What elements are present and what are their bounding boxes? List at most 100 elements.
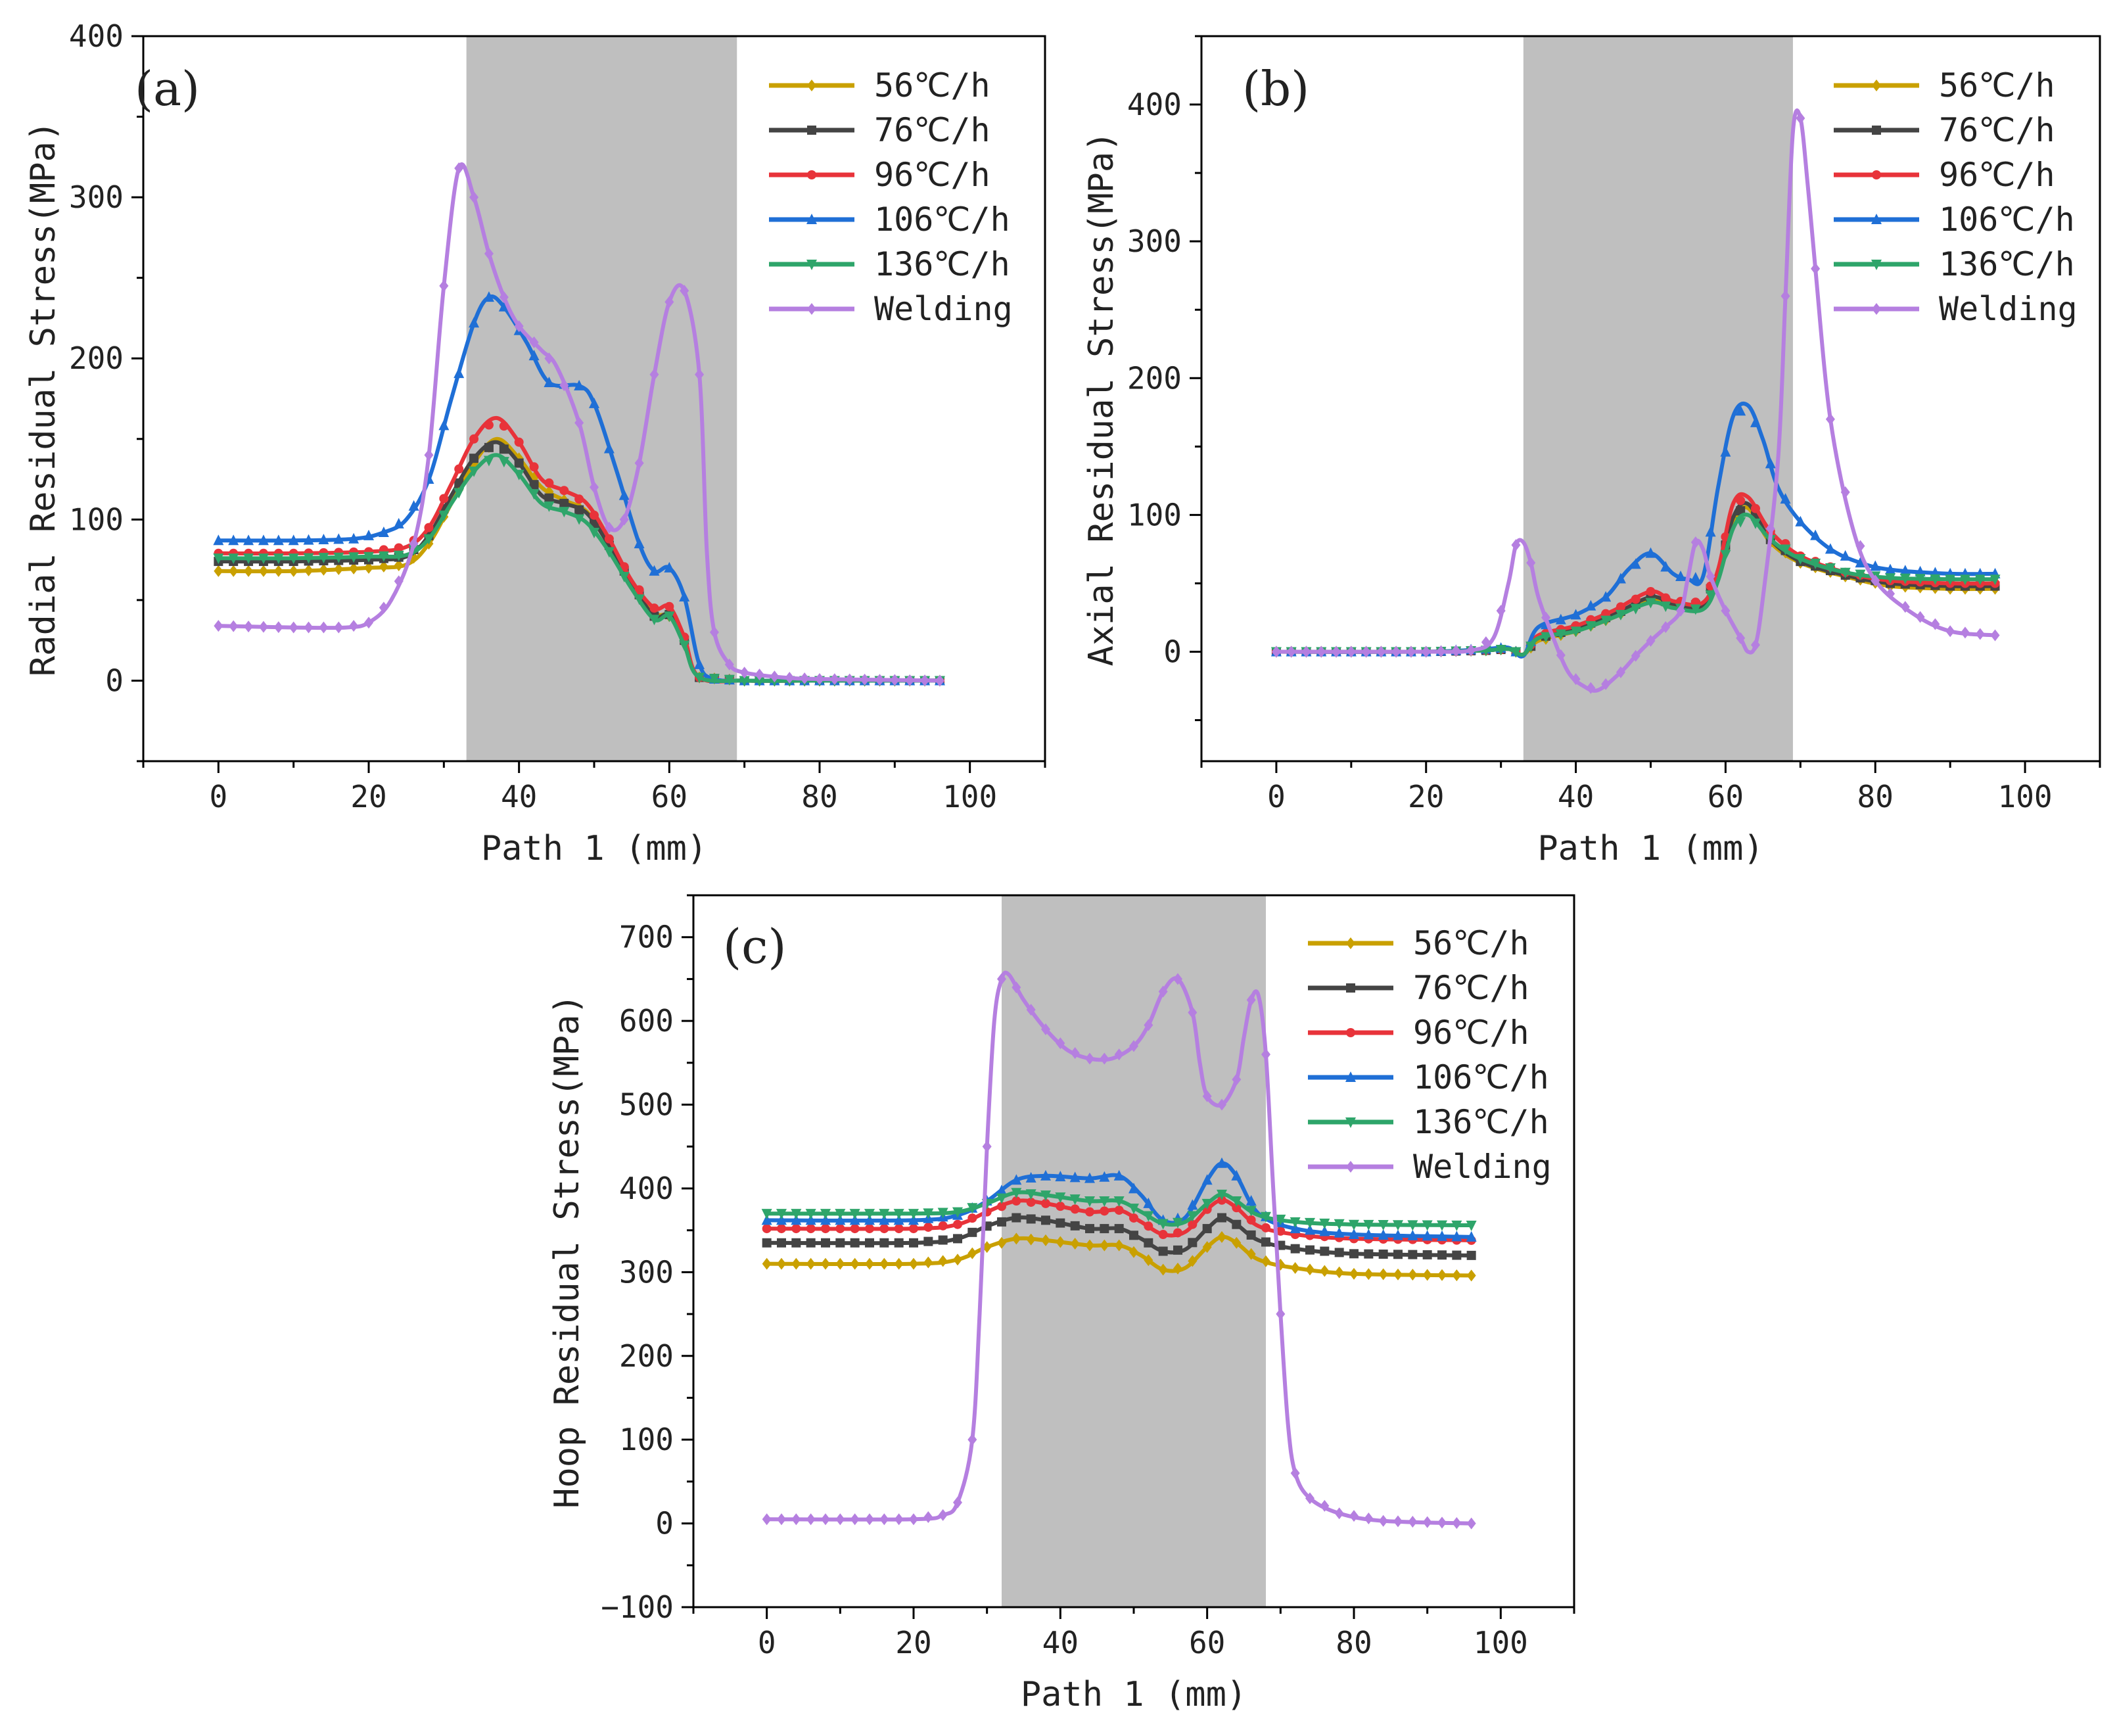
legend-label: Welding: [1413, 1148, 1552, 1186]
data-point: [879, 1214, 890, 1225]
data-point: [1012, 981, 1021, 994]
series-markers: [762, 1213, 1476, 1260]
legend-label: 76℃/h: [1939, 111, 2055, 149]
data-point: [865, 1257, 874, 1270]
data-point: [894, 1224, 904, 1234]
data-point: [1246, 1230, 1256, 1240]
data-point: [1408, 1250, 1418, 1259]
data-point: [997, 1217, 1006, 1227]
data-point: [879, 1209, 890, 1220]
data-point: [1960, 626, 1970, 639]
data-point: [1158, 1246, 1168, 1256]
data-point: [1025, 1172, 1036, 1183]
data-point: [1129, 1231, 1138, 1240]
data-point: [664, 561, 675, 573]
data-point: [258, 565, 268, 577]
legend-label: 136℃/h: [1939, 245, 2075, 283]
data-point: [243, 534, 254, 546]
x-tick-label: 40: [501, 779, 537, 814]
data-point: [1144, 1221, 1153, 1231]
y-tick-label: 300: [1127, 223, 1182, 259]
data-point: [821, 1224, 830, 1234]
data-point: [1706, 571, 1715, 583]
data-point: [894, 1257, 904, 1270]
data-point: [1100, 1206, 1109, 1216]
data-point: [664, 601, 674, 611]
data-point: [938, 1255, 948, 1267]
data-point: [1421, 645, 1431, 658]
series-markers: [1271, 112, 2000, 694]
data-point: [1407, 1229, 1418, 1240]
data-point: [894, 1238, 904, 1248]
data-point: [1586, 682, 1596, 694]
legend-swatch-marker: [1346, 983, 1355, 993]
data-point: [439, 279, 449, 292]
data-point: [1541, 611, 1551, 624]
series-markers: [213, 456, 945, 687]
data-point: [1378, 1229, 1389, 1240]
data-point: [923, 1256, 933, 1269]
data-point: [997, 1236, 1006, 1249]
data-point: [1571, 673, 1581, 686]
data-point: [1615, 609, 1626, 621]
data-point: [1202, 1090, 1212, 1102]
y-tick-label: 500: [619, 1087, 674, 1123]
legend-item: 56℃/h: [1308, 924, 1529, 962]
x-tick-label: 80: [1857, 779, 1894, 814]
data-point: [1217, 1157, 1227, 1168]
data-point: [484, 420, 494, 430]
data-point: [967, 1213, 977, 1223]
legend-swatch-marker: [1345, 1071, 1356, 1082]
data-point: [1113, 1169, 1125, 1181]
x-tick-label: 60: [651, 779, 687, 814]
x-tick-label: 80: [801, 779, 837, 814]
data-point: [935, 674, 944, 687]
data-point: [409, 538, 419, 550]
legend-label: 136℃/h: [874, 245, 1010, 283]
data-point: [820, 1209, 831, 1220]
data-point: [875, 674, 885, 686]
data-point: [439, 494, 449, 504]
data-point: [1466, 1231, 1477, 1242]
data-point: [1290, 1244, 1300, 1254]
data-point: [528, 489, 540, 500]
data-point: [378, 526, 389, 537]
data-point: [454, 488, 465, 499]
data-point: [1541, 632, 1552, 643]
data-point: [1795, 515, 1806, 527]
data-point: [1025, 1189, 1036, 1200]
data-point: [604, 521, 614, 534]
data-point: [1129, 1213, 1138, 1223]
data-point: [1871, 575, 1880, 587]
data-point: [498, 300, 509, 312]
data-point: [1144, 1254, 1153, 1267]
legend-item: 106℃/h: [1308, 1058, 1549, 1096]
data-point: [469, 317, 480, 328]
data-point: [664, 296, 674, 308]
data-point: [1378, 1249, 1388, 1259]
data-point: [815, 672, 824, 685]
data-point: [574, 494, 584, 504]
data-point: [724, 674, 735, 686]
plot-area-2: [761, 970, 1477, 1530]
data-point: [1113, 1196, 1125, 1208]
data-point: [879, 1238, 889, 1248]
data-point: [864, 1209, 875, 1220]
data-point: [1795, 553, 1806, 565]
data-point: [1811, 262, 1821, 275]
data-point: [243, 553, 254, 565]
data-point: [1705, 526, 1716, 537]
data-point: [879, 1257, 889, 1270]
legend-swatch-marker: [1871, 260, 1882, 270]
data-point: [1290, 1223, 1301, 1234]
data-point: [394, 559, 404, 571]
data-point: [1332, 645, 1341, 658]
data-point: [1393, 1268, 1403, 1280]
legend-item: 106℃/h: [1834, 200, 2075, 239]
data-point: [1750, 504, 1760, 513]
data-point: [1407, 1220, 1418, 1231]
data-point: [1840, 486, 1850, 498]
data-point: [319, 621, 329, 634]
data-point: [1886, 588, 1896, 600]
y-tick-label: 200: [619, 1338, 674, 1374]
